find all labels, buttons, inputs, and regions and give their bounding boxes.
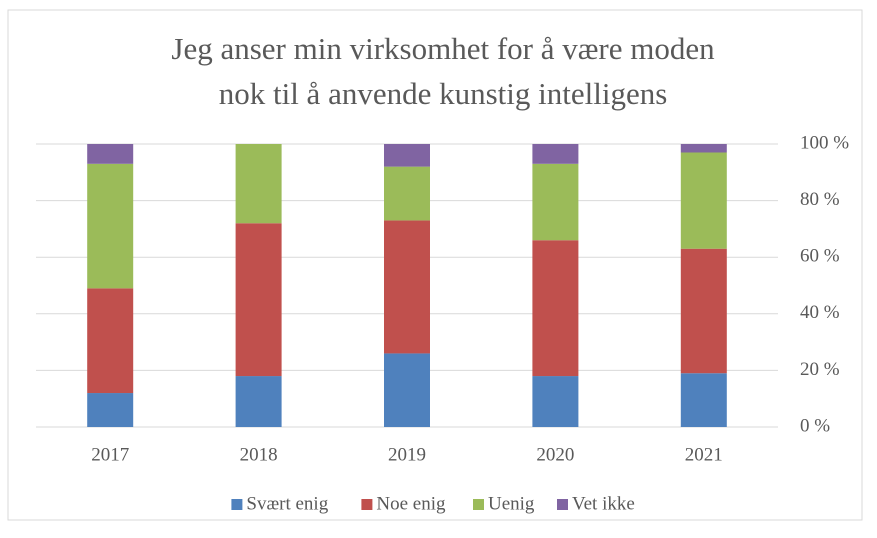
bar-segment bbox=[680, 373, 727, 427]
legend-label: Vet ikke bbox=[572, 493, 635, 514]
bar-segment bbox=[87, 144, 134, 164]
chart-title: Jeg anser min virksomhet for å være mode… bbox=[171, 31, 715, 66]
bar-segment bbox=[235, 223, 282, 377]
bar-segment bbox=[384, 166, 430, 221]
bar-segment bbox=[87, 393, 134, 427]
x-tick-label: 2019 bbox=[388, 444, 426, 465]
y-tick-label: 20 % bbox=[800, 359, 840, 380]
bar-segment bbox=[235, 144, 282, 224]
x-tick-label: 2020 bbox=[536, 444, 574, 465]
bar-segment bbox=[680, 152, 727, 249]
legend-swatch bbox=[231, 499, 243, 510]
bar-segment bbox=[235, 376, 282, 427]
legend-swatch bbox=[557, 499, 568, 510]
bar-segment bbox=[87, 163, 134, 289]
bar-segment bbox=[384, 144, 430, 167]
legend-label: Uenig bbox=[488, 493, 535, 514]
bar-segment bbox=[532, 144, 579, 164]
x-tick-label: 2018 bbox=[240, 444, 278, 465]
bar-segment bbox=[384, 220, 430, 354]
y-tick-label: 80 % bbox=[800, 189, 840, 210]
x-tick-label: 2021 bbox=[685, 444, 723, 465]
legend-label: Svært enig bbox=[246, 493, 328, 514]
chart-title: nok til å anvende kunstig intelligens bbox=[219, 76, 668, 111]
y-tick-label: 100 % bbox=[800, 132, 849, 153]
legend-swatch bbox=[361, 499, 373, 510]
bar-segment bbox=[532, 163, 579, 241]
bar-segment bbox=[384, 353, 430, 427]
bar-segment bbox=[532, 376, 579, 427]
bar-segment bbox=[87, 288, 134, 394]
y-tick-label: 0 % bbox=[800, 415, 830, 436]
legend-swatch bbox=[473, 499, 484, 510]
bar-segment bbox=[532, 240, 579, 377]
y-tick-label: 40 % bbox=[800, 302, 840, 323]
x-tick-label: 2017 bbox=[91, 444, 129, 465]
bar-segment bbox=[680, 144, 727, 153]
bar-segment bbox=[680, 248, 727, 374]
y-tick-label: 60 % bbox=[800, 246, 840, 267]
legend-label: Noe enig bbox=[376, 493, 446, 514]
